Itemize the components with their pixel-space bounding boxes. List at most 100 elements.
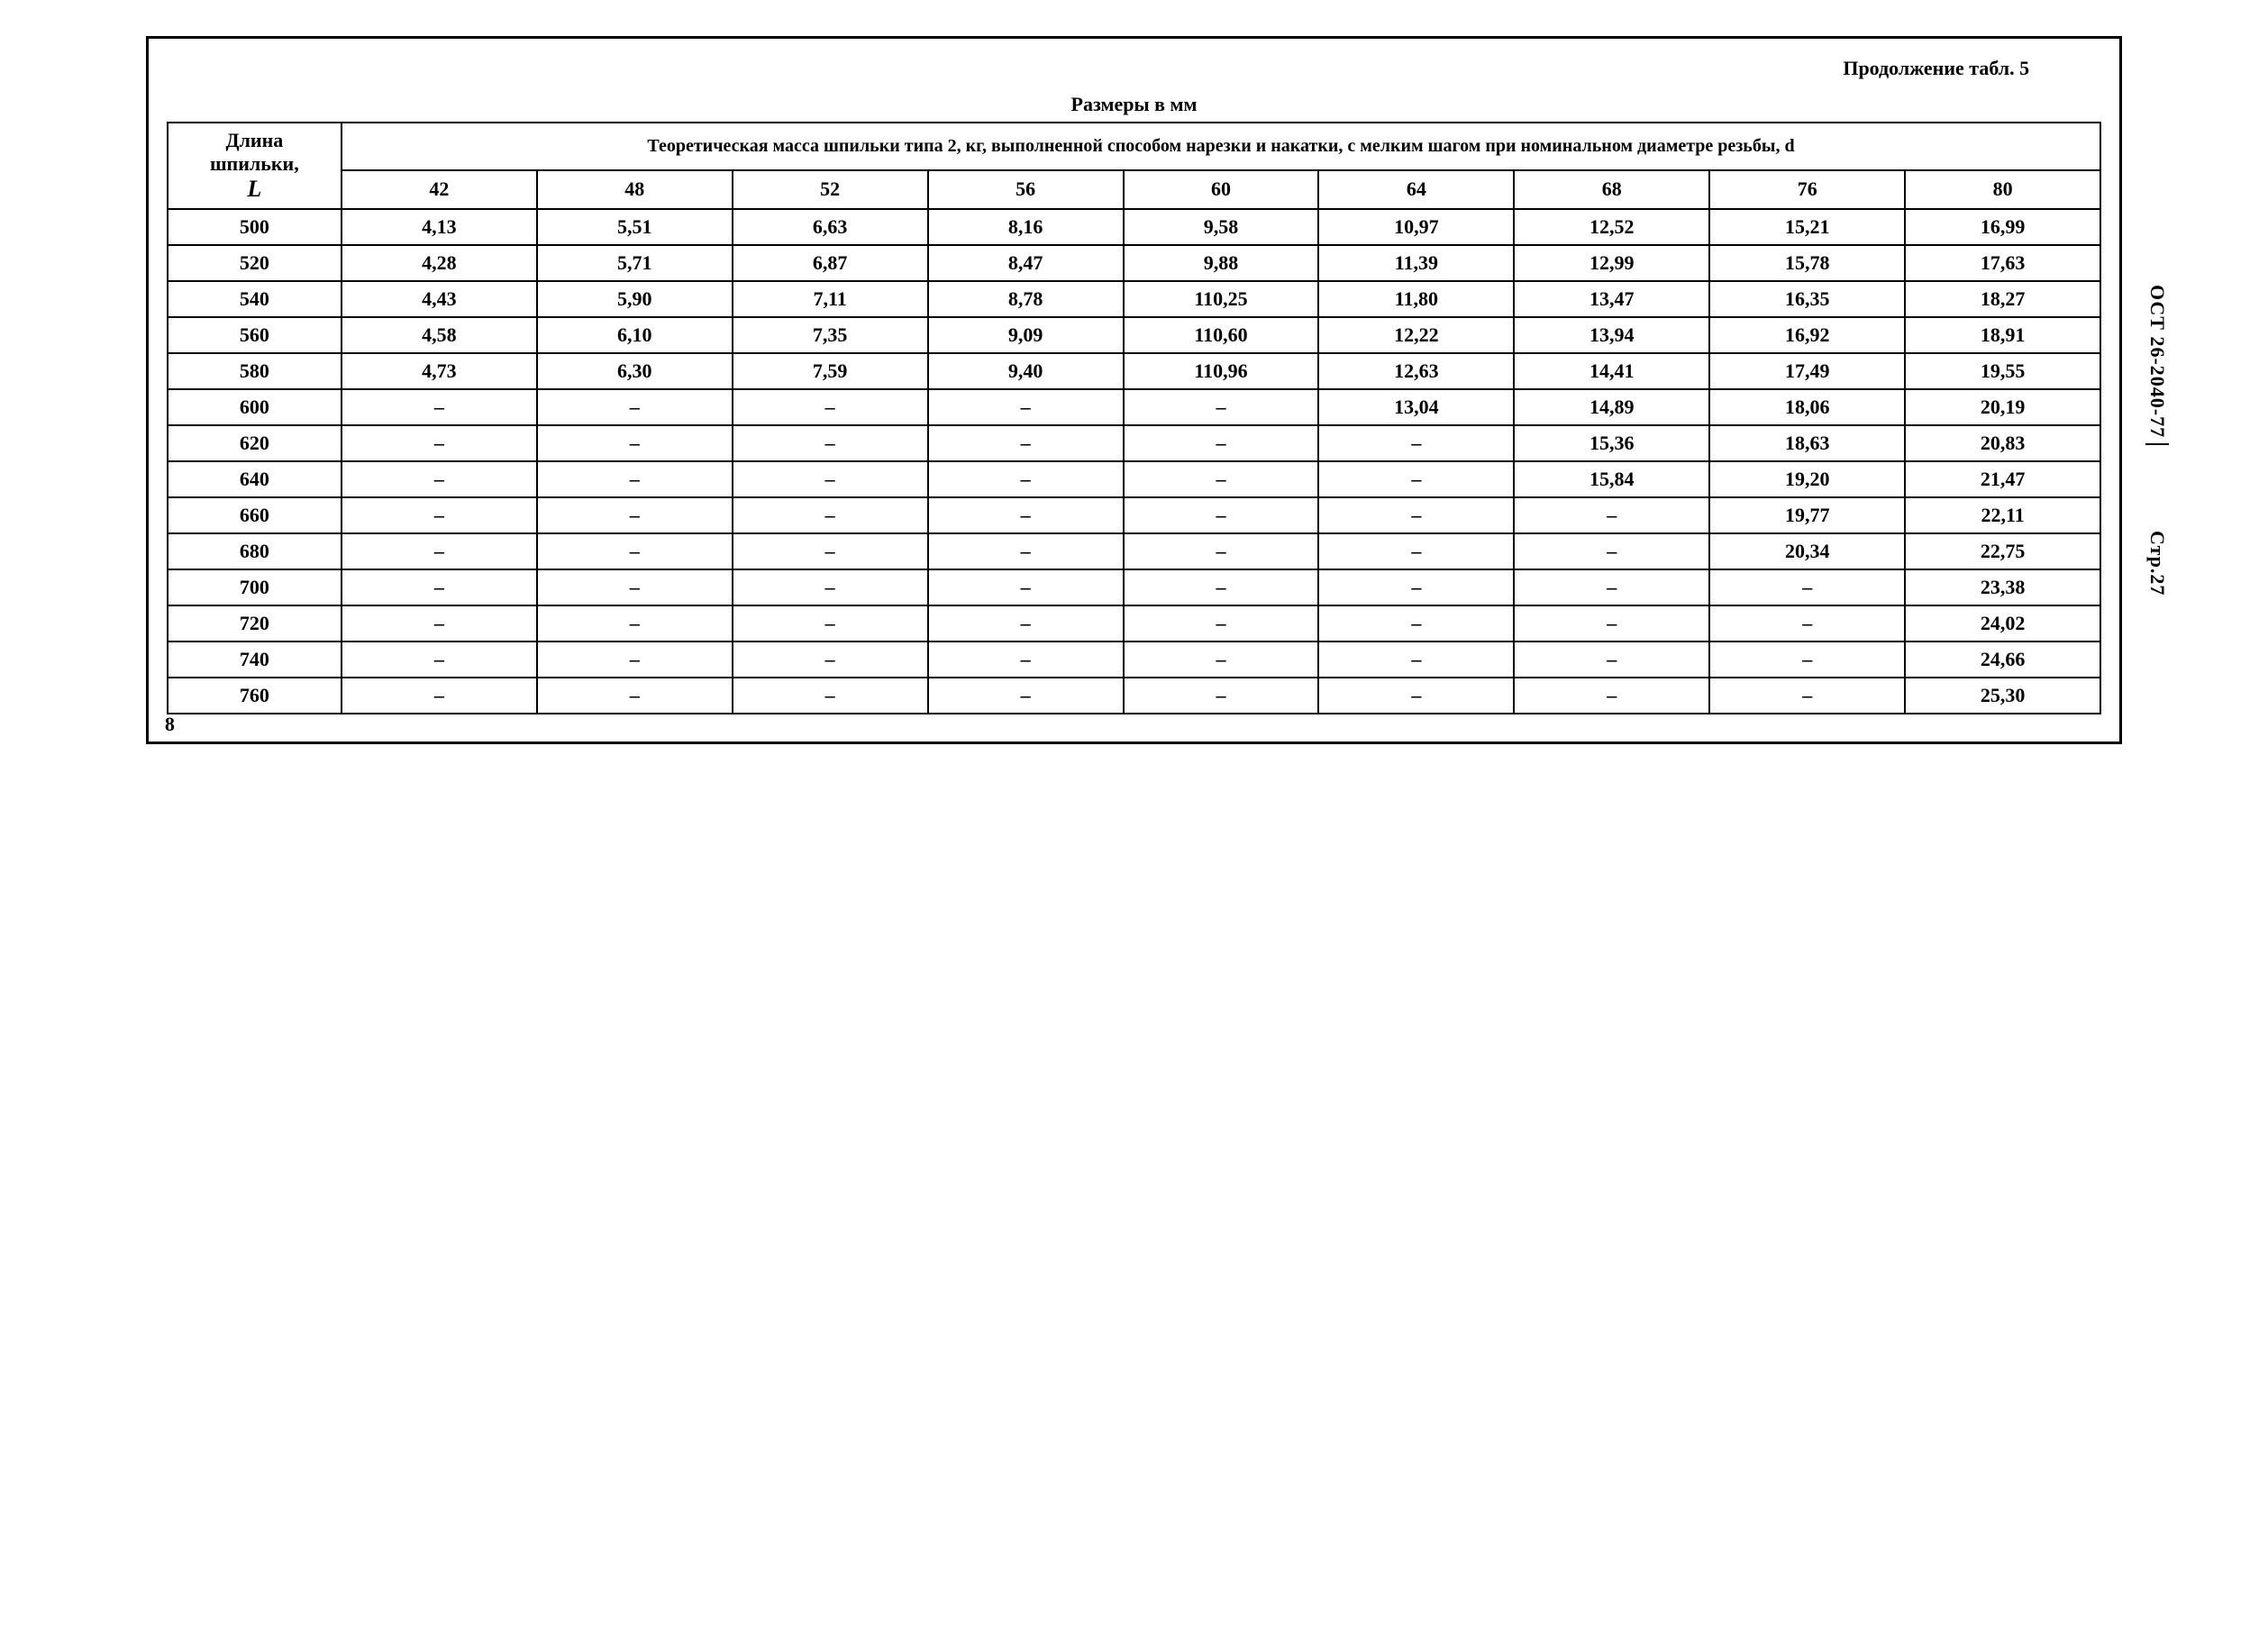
cell-value: – [928, 569, 1124, 605]
table-row: 760––––––––25,30 [168, 678, 2100, 714]
cell-value: 12,52 [1514, 209, 1709, 245]
cell-value: – [733, 389, 928, 425]
cell-value: – [733, 497, 928, 533]
cell-value: 6,87 [733, 245, 928, 281]
header-length-line2: шпильки, [172, 152, 337, 176]
cell-value: 7,35 [733, 317, 928, 353]
cell-value: 6,63 [733, 209, 928, 245]
cell-length: 580 [168, 353, 342, 389]
side-label-page: Стр.27 [2145, 531, 2169, 596]
bottom-note: 8 [165, 713, 175, 736]
cell-value: 15,36 [1514, 425, 1709, 461]
table-row: 5204,285,716,878,479,8811,3912,9915,7817… [168, 245, 2100, 281]
mass-table: Длина шпильки, L Теоретическая масса шпи… [167, 122, 2101, 714]
cell-value: 14,41 [1514, 353, 1709, 389]
continuation-text: Продолжение табл. 5 [167, 57, 2101, 80]
cell-value: 14,89 [1514, 389, 1709, 425]
cell-value: – [537, 533, 733, 569]
cell-value: 18,63 [1709, 425, 1905, 461]
cell-value: – [537, 461, 733, 497]
document-page: ОСТ 26-2040-77 Стр.27 Продолжение табл. … [146, 36, 2122, 744]
table-row: 5804,736,307,599,40110,9612,6314,4117,49… [168, 353, 2100, 389]
cell-value: 6,10 [537, 317, 733, 353]
cell-length: 520 [168, 245, 342, 281]
cell-value: 110,25 [1124, 281, 1319, 317]
cell-value: 19,20 [1709, 461, 1905, 497]
cell-length: 760 [168, 678, 342, 714]
table-row: 700––––––––23,38 [168, 569, 2100, 605]
cell-value: 22,75 [1905, 533, 2100, 569]
cell-value: – [928, 605, 1124, 642]
cell-value: – [733, 461, 928, 497]
cell-value: – [537, 569, 733, 605]
cell-value: – [1318, 605, 1514, 642]
cell-value: – [928, 497, 1124, 533]
cell-length: 500 [168, 209, 342, 245]
cell-value: 8,78 [928, 281, 1124, 317]
cell-value: 24,66 [1905, 642, 2100, 678]
cell-value: – [1318, 425, 1514, 461]
cell-value: 20,19 [1905, 389, 2100, 425]
col-diameter: 76 [1709, 170, 1905, 209]
cell-value: 13,04 [1318, 389, 1514, 425]
cell-value: 20,83 [1905, 425, 2100, 461]
cell-value: 18,91 [1905, 317, 2100, 353]
cell-length: 540 [168, 281, 342, 317]
cell-value: – [1709, 642, 1905, 678]
cell-value: – [1318, 569, 1514, 605]
table-row: 5404,435,907,118,78110,2511,8013,4716,35… [168, 281, 2100, 317]
cell-value: 5,90 [537, 281, 733, 317]
cell-value: 7,11 [733, 281, 928, 317]
cell-value: 110,96 [1124, 353, 1319, 389]
cell-value: 13,94 [1514, 317, 1709, 353]
cell-value: 16,92 [1709, 317, 1905, 353]
table-row: 720––––––––24,02 [168, 605, 2100, 642]
cell-value: – [1124, 678, 1319, 714]
cell-value: – [733, 678, 928, 714]
cell-value: – [928, 425, 1124, 461]
col-diameter: 64 [1318, 170, 1514, 209]
cell-value: – [537, 605, 733, 642]
cell-value: – [537, 425, 733, 461]
cell-length: 560 [168, 317, 342, 353]
cell-value: – [342, 605, 537, 642]
cell-value: – [342, 678, 537, 714]
cell-value: – [1124, 642, 1319, 678]
table-row: 660–––––––19,7722,11 [168, 497, 2100, 533]
cell-value: – [1124, 461, 1319, 497]
col-diameter: 52 [733, 170, 928, 209]
cell-value: – [537, 678, 733, 714]
cell-value: – [1124, 389, 1319, 425]
col-diameter: 48 [537, 170, 733, 209]
cell-value: 9,40 [928, 353, 1124, 389]
cell-value: 15,78 [1709, 245, 1905, 281]
header-length-line1: Длина [172, 129, 337, 152]
cell-value: – [1318, 497, 1514, 533]
cell-value: 12,63 [1318, 353, 1514, 389]
col-diameter: 68 [1514, 170, 1709, 209]
cell-value: – [733, 425, 928, 461]
cell-value: – [1514, 533, 1709, 569]
cell-value: – [1318, 678, 1514, 714]
cell-value: – [1124, 569, 1319, 605]
cell-value: 9,88 [1124, 245, 1319, 281]
cell-value: 16,35 [1709, 281, 1905, 317]
cell-value: 10,97 [1318, 209, 1514, 245]
col-diameter: 60 [1124, 170, 1319, 209]
cell-value: 6,30 [537, 353, 733, 389]
table-row: 680–––––––20,3422,75 [168, 533, 2100, 569]
cell-value: 12,22 [1318, 317, 1514, 353]
cell-value: 12,99 [1514, 245, 1709, 281]
cell-value: 11,39 [1318, 245, 1514, 281]
cell-value: 110,60 [1124, 317, 1319, 353]
cell-value: 9,09 [928, 317, 1124, 353]
cell-length: 640 [168, 461, 342, 497]
cell-value: 17,63 [1905, 245, 2100, 281]
cell-value: – [342, 497, 537, 533]
cell-value: 19,77 [1709, 497, 1905, 533]
cell-value: – [1514, 605, 1709, 642]
cell-value: – [1514, 569, 1709, 605]
table-row: 740––––––––24,66 [168, 642, 2100, 678]
header-length-symbol: L [172, 176, 337, 203]
cell-value: – [342, 389, 537, 425]
